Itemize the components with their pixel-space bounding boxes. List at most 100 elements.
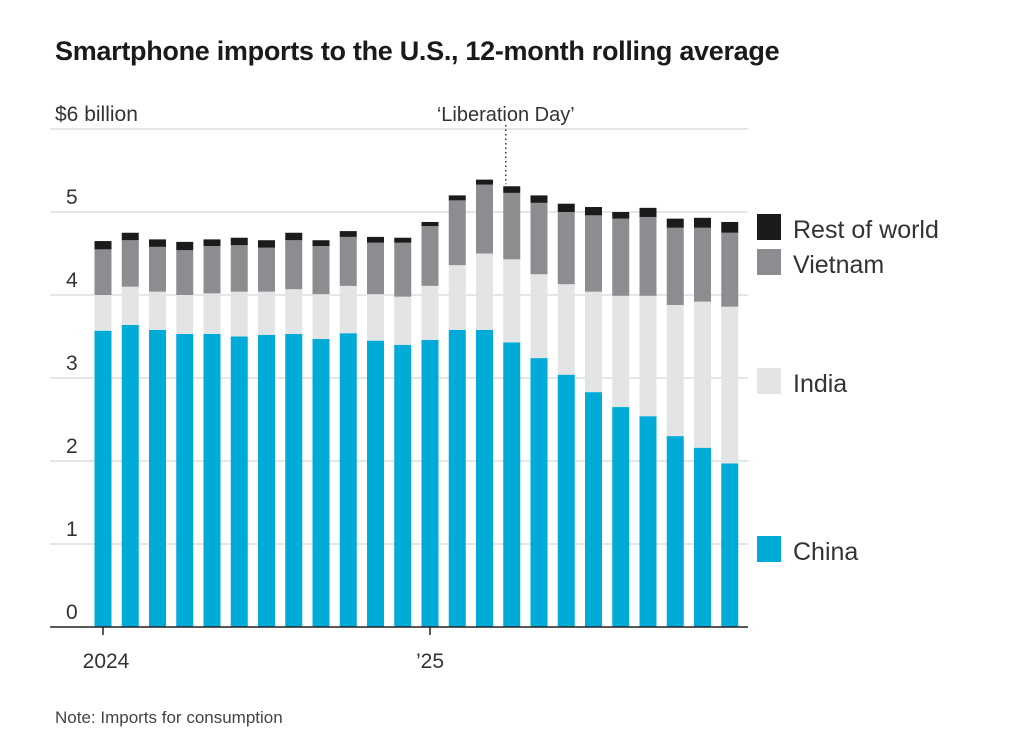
bar-vietnam [476,185,493,254]
bar-vietnam [640,217,657,296]
bar-china [204,334,221,627]
bar-china [231,337,248,628]
bar-rest-of-world [612,212,629,219]
bar-vietnam [313,246,330,294]
bar-india [231,292,248,337]
x-tick-label: ’25 [416,650,444,673]
bar-vietnam [149,247,166,292]
bar-rest-of-world [313,240,330,246]
y-tick-label: 0 [66,601,78,624]
bar-vietnam [667,228,684,305]
bar-rest-of-world [721,222,738,233]
bar-india [258,292,275,335]
y-tick-label: 5 [66,186,78,209]
bar-india [95,295,112,331]
bar-india [394,297,411,345]
bar-vietnam [503,193,520,259]
bar-vietnam [394,243,411,297]
bar-india [122,287,139,325]
bar-india [149,292,166,330]
y-tick-label: 1 [66,518,78,541]
bar-india [476,254,493,330]
bar-rest-of-world [667,219,684,228]
bar-china [585,392,602,627]
bar-india [313,294,330,339]
bar-vietnam [122,240,139,286]
bar-rest-of-world [367,237,384,243]
bar-india [285,289,302,334]
bar-india [176,295,193,334]
bar-vietnam [558,212,575,284]
bar-vietnam [585,215,602,291]
bar-china [176,334,193,627]
bar-china [394,345,411,627]
y-tick-label: $6 billion [55,103,138,126]
bar-vietnam [176,250,193,295]
bar-rest-of-world [149,239,166,246]
bar-vietnam [612,219,629,296]
annotation-label: ‘Liberation Day’ [437,104,575,126]
bar-vietnam [721,233,738,307]
y-tick-label: 2 [66,435,78,458]
legend-label: Vietnam [793,251,884,279]
bar-china [640,416,657,627]
bar-india [640,296,657,416]
y-tick-label: 4 [66,269,78,292]
bar-india [721,307,738,464]
legend-swatch-rest-of-world [757,214,781,240]
bar-china [503,342,520,627]
bar-vietnam [694,228,711,302]
bar-india [531,274,548,358]
bar-india [367,294,384,340]
bar-vietnam [340,237,357,286]
bar-china [476,330,493,627]
bar-vietnam [258,248,275,292]
bar-rest-of-world [585,207,602,215]
y-tick-label: 3 [66,352,78,375]
bar-rest-of-world [285,233,302,240]
bar-china [721,463,738,627]
bar-india [667,305,684,436]
bar-vietnam [531,203,548,274]
legend-swatch-vietnam [757,249,781,275]
bar-rest-of-world [476,180,493,185]
bar-rest-of-world [503,186,520,193]
legend-label: China [793,538,858,566]
bar-china [367,341,384,627]
bar-india [694,302,711,448]
bar-vietnam [449,200,466,265]
bar-india [422,286,439,340]
bar-rest-of-world [204,239,221,246]
bar-rest-of-world [394,238,411,243]
bar-vietnam [285,240,302,289]
bar-rest-of-world [95,241,112,249]
bar-china [612,407,629,627]
bar-rest-of-world [340,231,357,237]
bar-rest-of-world [176,242,193,250]
bar-rest-of-world [558,204,575,212]
bar-rest-of-world [640,208,657,217]
bar-vietnam [422,226,439,286]
bar-china [258,335,275,627]
bar-china [313,339,330,627]
bar-china [149,330,166,627]
bar-china [285,334,302,627]
bar-rest-of-world [231,238,248,245]
bar-rest-of-world [694,218,711,228]
bar-india [449,265,466,330]
bar-china [694,448,711,627]
bar-india [612,296,629,407]
bar-china [449,330,466,627]
bar-india [585,292,602,392]
bar-china [558,375,575,627]
bar-vietnam [95,249,112,295]
bar-vietnam [204,246,221,293]
x-tick-label: 2024 [83,650,130,673]
bar-rest-of-world [449,195,466,200]
bar-rest-of-world [422,222,439,226]
legend-swatch-india [757,368,781,394]
bar-china [422,340,439,627]
bar-vietnam [367,243,384,294]
bar-india [204,293,221,334]
